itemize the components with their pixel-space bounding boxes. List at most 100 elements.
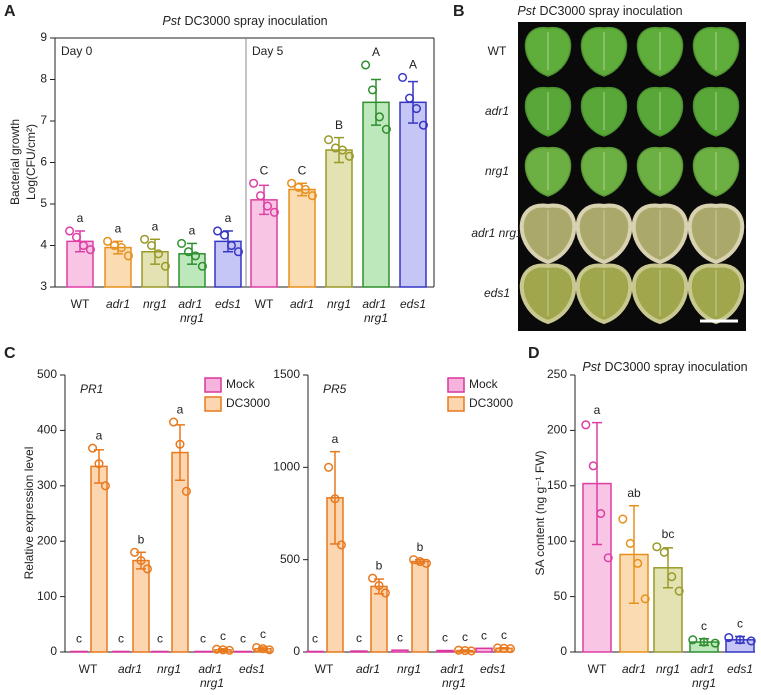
data-point xyxy=(652,542,662,552)
data-point xyxy=(625,538,635,548)
legend-swatch xyxy=(204,377,222,393)
significance-letter: a xyxy=(177,402,184,416)
legend-swatch xyxy=(447,396,465,412)
data-point xyxy=(368,573,378,583)
data-point xyxy=(659,547,669,557)
significance-letter: c xyxy=(397,630,403,644)
significance-letter: a xyxy=(225,211,232,225)
data-point xyxy=(618,514,628,524)
data-point xyxy=(287,178,297,188)
x-tick-label: nrg1 xyxy=(327,297,351,311)
y-tick-label: 500 xyxy=(280,552,300,566)
data-point xyxy=(688,635,698,645)
legend-label: DC3000 xyxy=(226,396,270,410)
x-tick-label: nrg1 xyxy=(397,662,421,676)
bar xyxy=(234,650,252,653)
row-label: adr1 nrg1 xyxy=(471,226,522,240)
y-tick-label: 400 xyxy=(37,423,57,437)
data-point xyxy=(361,60,371,70)
x-tick-label: nrg1 xyxy=(157,662,181,676)
title-text: DC3000 spray inoculation xyxy=(184,14,327,28)
y-tick-label: 150 xyxy=(547,478,567,492)
data-point xyxy=(460,645,470,656)
data-point xyxy=(493,643,503,653)
data-point xyxy=(197,261,207,271)
x-tick-label: adr1 nrg1 xyxy=(690,662,717,690)
gene-label: PR1 xyxy=(80,382,103,396)
data-point xyxy=(153,249,164,259)
data-point xyxy=(249,178,259,188)
data-point xyxy=(374,580,384,591)
data-point xyxy=(404,93,415,103)
data-point xyxy=(411,104,422,114)
significance-letter: a xyxy=(115,222,122,236)
significance-letter: C xyxy=(298,163,307,177)
y-axis-label: Log(CFU/cm²) xyxy=(24,124,38,200)
data-point xyxy=(421,558,431,568)
data-point xyxy=(169,417,179,427)
data-point xyxy=(65,226,75,236)
significance-letter: C xyxy=(260,163,269,177)
data-point xyxy=(219,230,230,240)
x-tick-label: adr1 xyxy=(290,297,314,311)
y-tick-label: 200 xyxy=(37,533,57,547)
data-point xyxy=(746,636,756,646)
data-point xyxy=(380,588,390,598)
data-point xyxy=(307,191,317,201)
x-tick-label: WT xyxy=(71,297,90,311)
significance-letter: c xyxy=(118,632,124,646)
legend-label: DC3000 xyxy=(469,396,513,410)
bar xyxy=(411,560,429,653)
data-point xyxy=(85,245,95,255)
data-point xyxy=(226,240,237,251)
x-tick-label: adr1 xyxy=(356,662,380,676)
y-tick-label: 100 xyxy=(547,533,567,547)
data-point xyxy=(505,644,515,654)
data-point xyxy=(123,251,133,261)
y-tick-label: 250 xyxy=(547,367,567,381)
significance-letter: a xyxy=(332,432,339,446)
data-point xyxy=(633,558,643,568)
data-point xyxy=(175,439,185,449)
data-point xyxy=(300,184,311,195)
y-tick-label: 6 xyxy=(40,155,47,169)
data-point xyxy=(330,494,340,504)
bar xyxy=(112,650,130,653)
data-point xyxy=(142,564,152,574)
data-point xyxy=(596,508,606,519)
data-point xyxy=(103,236,113,246)
x-tick-label: WT xyxy=(255,297,274,311)
bar xyxy=(90,465,108,653)
significance-letter: c xyxy=(260,627,266,641)
data-point xyxy=(212,644,222,654)
y-tick-label: 7 xyxy=(40,113,47,127)
y-axis-label: SA content (ng g⁻¹ FW) xyxy=(533,450,547,575)
title-text: DC3000 spray inoculation xyxy=(604,360,747,374)
y-tick-label: 0 xyxy=(293,644,300,658)
bar xyxy=(350,650,368,653)
group-label: Day 0 xyxy=(61,44,93,58)
data-point xyxy=(146,240,157,251)
bar xyxy=(362,101,390,288)
panel-label: C xyxy=(4,345,16,362)
x-tick-label: adr1 xyxy=(118,662,142,676)
bar xyxy=(325,149,353,288)
data-point xyxy=(213,226,223,236)
significance-letter: c xyxy=(200,632,206,646)
title: Pst DC3000 spray inoculation xyxy=(517,4,682,18)
x-tick-label: eds1 xyxy=(400,297,426,311)
significance-letter: a xyxy=(189,224,196,238)
data-point xyxy=(724,633,734,643)
gene-label: PR5 xyxy=(323,382,347,396)
row-label: adr1 xyxy=(485,104,509,118)
x-tick-label: adr1 nrg1 xyxy=(178,297,205,325)
data-point xyxy=(88,443,98,453)
y-tick-label: 4 xyxy=(40,238,47,252)
legend-swatch xyxy=(447,377,465,393)
data-point xyxy=(224,645,234,655)
significance-letter: a xyxy=(77,211,84,225)
data-point xyxy=(136,556,146,566)
panel-label: B xyxy=(453,3,465,20)
data-point xyxy=(581,420,591,430)
